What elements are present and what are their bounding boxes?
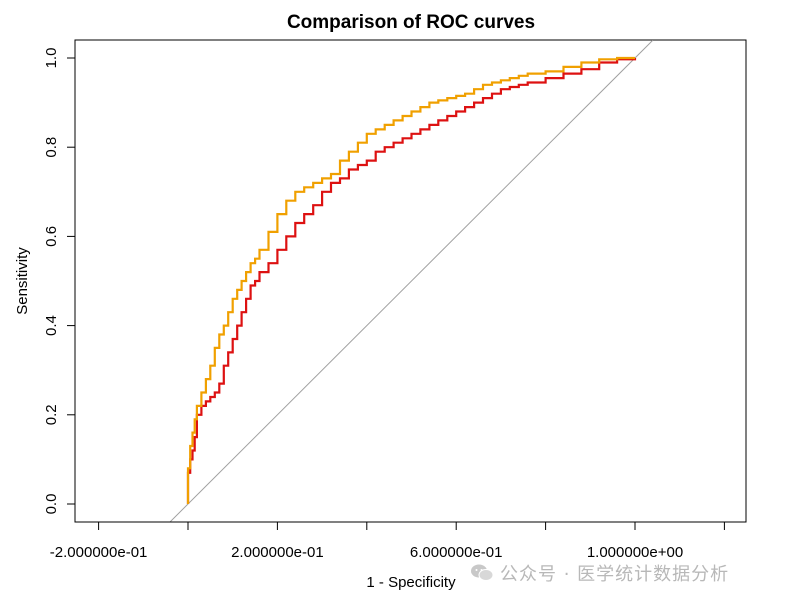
x-tick-label: 1.000000e+00: [587, 544, 683, 561]
chart-title: Comparison of ROC curves: [287, 12, 535, 33]
y-tick-label: 0.6: [43, 226, 60, 247]
series-layer: [169, 40, 654, 522]
reference-diagonal-line: [169, 40, 654, 522]
y-tick-label: 0.4: [43, 315, 60, 336]
watermark-text: 公众号 · 医学统计数据分析: [500, 564, 730, 585]
y-tick-label: 0.2: [43, 404, 60, 425]
x-axis: -2.000000e-01 2.000000e-01 6.000000e-01 1.0…: [50, 521, 725, 561]
y-axis: 0.0 0.2 0.4 0.6 0.8 1.0: [43, 48, 76, 515]
y-tick-label: 0.8: [43, 137, 60, 158]
roc-curve-series-1: [186, 58, 637, 504]
y-tick-label: 1.0: [43, 48, 60, 69]
x-tick-label: -2.000000e-01: [50, 544, 148, 561]
watermark: 公众号 · 医学统计数据分析: [470, 560, 729, 586]
y-tick-label: 0.0: [43, 494, 60, 515]
x-axis-label: 1 - Specificity: [366, 574, 456, 591]
y-axis-label: Sensitivity: [14, 247, 31, 315]
roc-curve-series-2: [186, 56, 635, 504]
x-tick-label: 6.000000e-01: [410, 544, 503, 561]
x-tick-label: 2.000000e-01: [231, 544, 324, 561]
wechat-icon: [471, 564, 494, 581]
